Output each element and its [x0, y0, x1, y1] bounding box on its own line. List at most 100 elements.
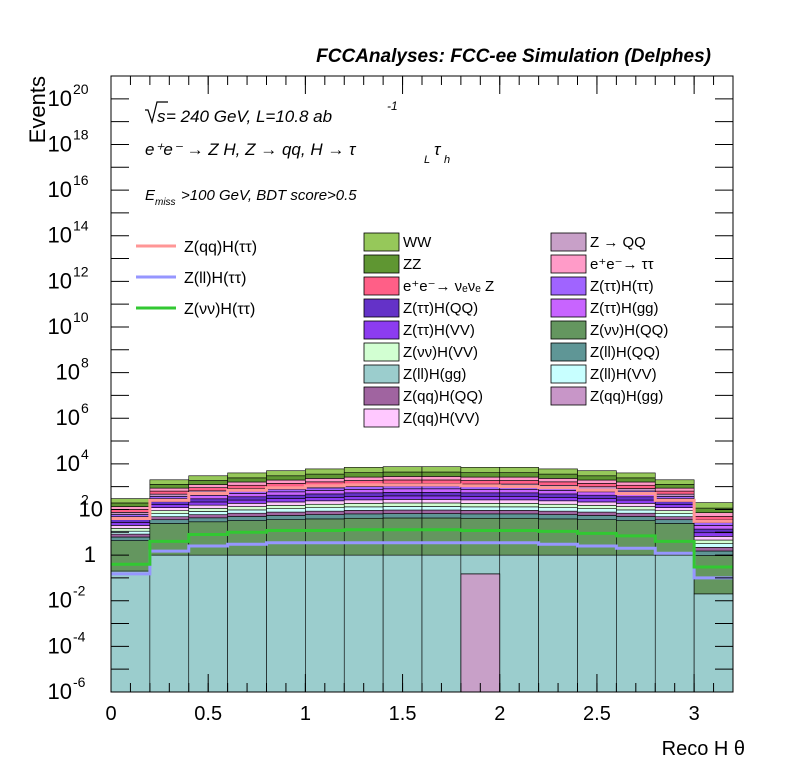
- stack-bar: [538, 493, 578, 498]
- stack-bar: [110, 536, 151, 541]
- y-axis-label: Events: [25, 76, 50, 143]
- stack-bar: [654, 516, 695, 521]
- stack-bar: [577, 501, 617, 506]
- stack-bar: [188, 511, 228, 515]
- y-tick-exponent: 18: [73, 126, 89, 142]
- stack-bar: [499, 554, 539, 693]
- stack-bar: [616, 472, 656, 479]
- signal-line: [111, 528, 733, 569]
- y-tick-exponent: -4: [73, 628, 86, 644]
- stack-bar: [110, 512, 151, 515]
- legend-swatch: [550, 254, 587, 274]
- stack-bar: [149, 554, 190, 693]
- stack-bar: [499, 503, 539, 508]
- stack-bar: [499, 506, 539, 511]
- legend-swatch: [363, 298, 400, 318]
- y-tick-label: 10: [48, 314, 72, 339]
- lumi-exponent: -1: [387, 99, 398, 113]
- stack-bar: [616, 520, 656, 556]
- stack-bar: [266, 554, 306, 693]
- y-tick-exponent: 12: [73, 263, 89, 279]
- stack-bar: [227, 496, 267, 501]
- background-legend: WW Z → QQ ZZ e⁺e⁻→ ττ e⁺e⁻→ νₑνₑ Z Z(ττ)H(ττ)…: [363, 232, 668, 428]
- x-axis-label: Reco H θ: [662, 738, 745, 760]
- stack-bar: [654, 493, 695, 497]
- y-tick-exponent: 2: [81, 491, 89, 507]
- stack-bar: [382, 506, 423, 511]
- stack-bar: [343, 506, 384, 511]
- stack-bar: [616, 503, 656, 507]
- stack-bar: [421, 488, 462, 493]
- legend-swatch: [363, 232, 400, 252]
- stack-bar: [654, 484, 695, 489]
- stack-bar: [499, 513, 539, 519]
- legend-swatch: [363, 386, 400, 406]
- stack-bar: [305, 493, 345, 498]
- stack-bar: [460, 499, 501, 504]
- stack-bar: [188, 487, 228, 492]
- stack-bar: [693, 536, 734, 541]
- stack-bar: [305, 468, 345, 475]
- stack-bar: [343, 496, 384, 501]
- selection-label: E miss >100 GeV, BDT score>0.5: [145, 187, 357, 208]
- stack-bar: [227, 503, 267, 507]
- stack-bar: [227, 484, 267, 489]
- legend-swatch: [363, 364, 400, 384]
- stack-bar: [110, 502, 151, 507]
- stack-bar: [149, 507, 190, 511]
- legend-swatch: [550, 320, 587, 340]
- stack-bar: [538, 481, 578, 486]
- stack-bar: [499, 510, 539, 515]
- emiss-e: E: [145, 187, 156, 204]
- isolated-bar: [460, 573, 501, 693]
- stack-bar: [577, 494, 617, 499]
- legend-label: Z(qq)H(QQ): [403, 388, 483, 405]
- legend-swatch: [363, 320, 400, 340]
- stack-bar: [227, 481, 267, 486]
- legend-label: Z(ττ)H(QQ): [403, 300, 478, 317]
- stack-bar: [538, 497, 578, 502]
- stack-bar: [421, 485, 462, 490]
- y-tick-exponent: 4: [81, 446, 89, 462]
- stack-bar: [305, 514, 345, 520]
- energy-lumi-label: s = 240 GeV, L=10.8 ab -1: [145, 99, 398, 126]
- stack-bar: [266, 501, 306, 506]
- stack-bar: [382, 509, 423, 514]
- emiss-sub: miss: [155, 197, 176, 208]
- legend-swatch: [550, 298, 587, 318]
- stack-bar: [266, 508, 306, 513]
- stack-bar: [460, 513, 501, 519]
- stack-bar: [654, 513, 695, 518]
- stack-bar: [343, 467, 384, 473]
- stack-bar: [227, 472, 267, 479]
- stack-bar: [421, 466, 462, 473]
- legend-label: Z(ττ)H(VV): [403, 322, 475, 339]
- legend-swatch: [363, 276, 400, 296]
- stack-bar: [266, 491, 306, 496]
- y-tick-label: 10: [56, 451, 80, 476]
- stack-bar: [616, 499, 656, 504]
- stack-bar: [421, 476, 462, 481]
- stack-bar: [499, 472, 539, 478]
- stack-bar: [460, 503, 501, 508]
- legend-label: WW: [403, 234, 432, 251]
- stack-bar: [382, 554, 423, 693]
- stack-bar: [266, 488, 306, 493]
- stack-bar: [149, 513, 190, 518]
- y-tick-exponent: -2: [73, 583, 86, 599]
- y-tick-label: 10: [48, 86, 72, 111]
- stack-bar: [693, 507, 734, 513]
- stack-bar: [654, 519, 695, 524]
- y-tick-exponent: 20: [73, 81, 89, 97]
- stack-bar: [693, 532, 734, 537]
- stack-bar: [343, 486, 384, 490]
- stack-bar: [616, 484, 656, 489]
- x-tick-label: 3: [689, 703, 700, 725]
- stack-bar: [227, 493, 267, 498]
- stack-bar: [343, 513, 384, 519]
- stack-bar: [343, 554, 384, 693]
- legend-swatch: [550, 342, 587, 362]
- stack-bar: [616, 496, 656, 501]
- stack-bar: [499, 489, 539, 494]
